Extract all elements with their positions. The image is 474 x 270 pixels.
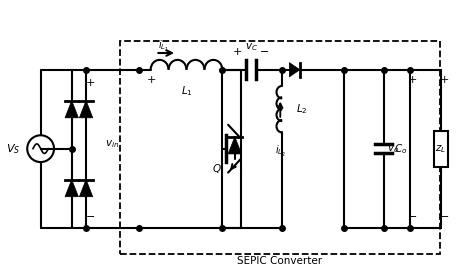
Polygon shape <box>79 101 93 118</box>
Polygon shape <box>65 180 78 197</box>
Bar <box>434 131 447 167</box>
Text: $C_o$: $C_o$ <box>394 142 408 156</box>
Text: $i_{L_2}$: $i_{L_2}$ <box>275 144 286 159</box>
Polygon shape <box>79 180 93 197</box>
Text: $L_2$: $L_2$ <box>296 102 307 116</box>
Text: −: − <box>408 212 417 222</box>
Text: −: − <box>440 212 449 222</box>
Text: $z_L$: $z_L$ <box>436 143 447 154</box>
Text: $Q$: $Q$ <box>212 162 221 175</box>
Text: $V_S$: $V_S$ <box>6 142 20 156</box>
Text: −: − <box>86 212 96 222</box>
Text: +: + <box>147 75 156 85</box>
Text: $v_o$: $v_o$ <box>387 143 400 154</box>
Polygon shape <box>65 101 78 118</box>
Polygon shape <box>228 137 242 154</box>
Text: $i_{L_1}$: $i_{L_1}$ <box>158 39 170 54</box>
Text: $L_1$: $L_1$ <box>181 84 192 98</box>
Text: +: + <box>86 78 96 88</box>
Text: SEPIC Converter: SEPIC Converter <box>237 256 322 266</box>
Polygon shape <box>289 63 300 77</box>
Bar <box>119 41 440 254</box>
Text: −: − <box>260 46 269 57</box>
Text: $v_{in}$: $v_{in}$ <box>105 138 119 150</box>
Text: +: + <box>233 46 242 57</box>
Text: +: + <box>440 75 449 85</box>
Text: $v_C$: $v_C$ <box>245 41 258 53</box>
Text: +: + <box>408 75 417 85</box>
